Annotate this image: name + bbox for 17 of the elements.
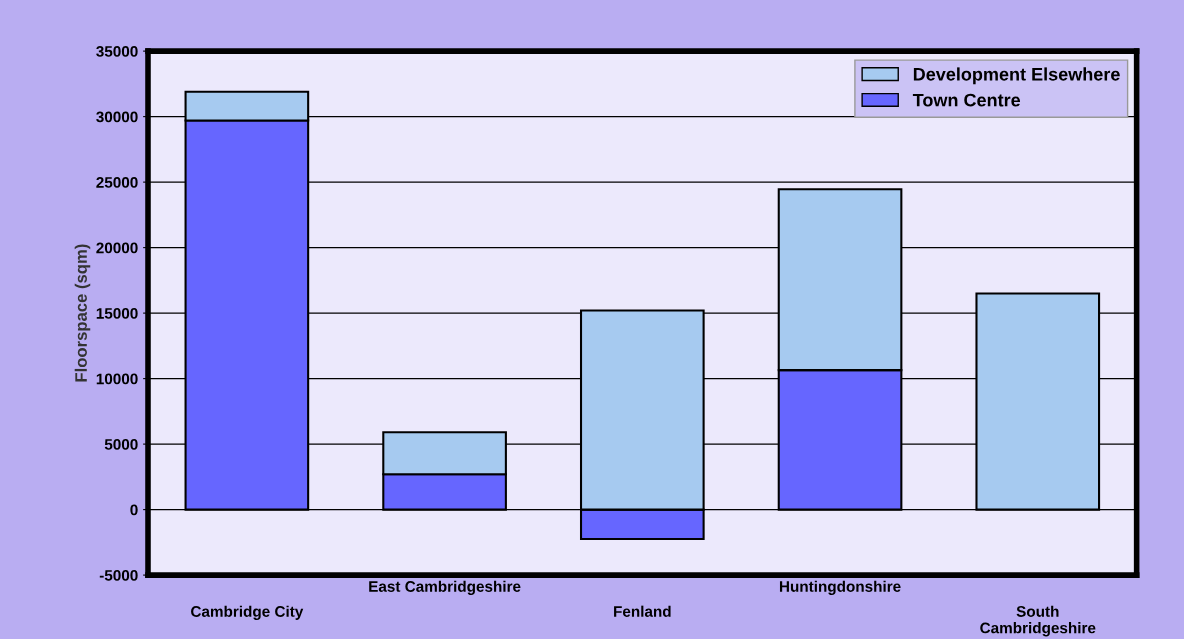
x-tick-label: Fenland [614,605,671,617]
y-tick-label: 10000 [96,373,138,385]
x-tick-label: South Cambridgeshire [980,605,1096,637]
y-tick-label: 20000 [96,242,138,254]
legend-label: Development Elsewhere [913,67,1120,85]
y-axis-title: Floorspace (sqm) [74,244,91,382]
x-tick-label: Huntingdonshire [779,580,901,595]
y-tick-label: 0 [130,504,138,516]
y-tick-label: 25000 [96,176,138,188]
y-tick-label: 15000 [96,307,138,319]
x-tick-label: East Cambridgeshire [369,580,521,595]
y-tick-label: 35000 [96,45,138,57]
y-tick-label: -5000 [99,569,138,581]
legend-label: Town Centre [912,93,1021,107]
y-tick-label: 30000 [96,111,138,123]
x-tick-label: Cambridge City [191,605,304,620]
y-tick-label: 5000 [104,438,138,450]
